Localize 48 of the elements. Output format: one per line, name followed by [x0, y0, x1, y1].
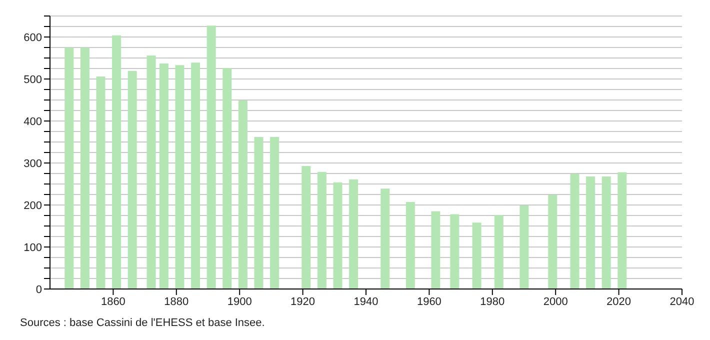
bar — [618, 172, 627, 289]
bar — [96, 76, 106, 289]
x-tick-label: 1900 — [227, 296, 252, 308]
bar — [175, 65, 184, 289]
y-tick-label: 400 — [24, 116, 42, 128]
bar — [570, 174, 580, 289]
bar — [80, 48, 90, 289]
bar — [270, 136, 280, 289]
y-tick-label: 300 — [24, 158, 42, 170]
bar — [406, 202, 415, 289]
bar — [254, 136, 264, 289]
x-tick-label: 1880 — [164, 296, 189, 308]
bar — [602, 176, 611, 289]
bar — [450, 214, 460, 289]
y-tick-label: 100 — [24, 242, 42, 254]
y-tick-label: 500 — [24, 74, 42, 86]
x-tick-label: 2000 — [543, 296, 568, 308]
bar — [191, 62, 200, 289]
x-tick-label: 2020 — [606, 296, 632, 308]
bar — [238, 100, 248, 289]
bar — [520, 205, 529, 289]
bar — [128, 71, 137, 289]
x-tick-label: 1940 — [354, 296, 378, 308]
y-tick-label: 200 — [24, 200, 42, 212]
bar — [112, 35, 122, 289]
x-tick-label: 2040 — [670, 296, 694, 308]
bar — [64, 48, 74, 289]
bar — [431, 211, 440, 289]
bar — [146, 55, 156, 289]
bar — [159, 63, 168, 289]
bar — [333, 182, 342, 289]
bar — [317, 172, 326, 289]
bar — [494, 215, 504, 289]
source-note: Sources : base Cassini de l'EHESS et base Insee. — [20, 317, 266, 329]
bar — [380, 188, 390, 289]
bar — [472, 222, 482, 289]
x-tick-label: 1980 — [480, 296, 505, 308]
bar — [222, 68, 232, 289]
bar — [586, 176, 596, 289]
x-tick-label: 1920 — [290, 296, 316, 308]
y-tick-label: 0 — [36, 284, 42, 296]
bar — [349, 179, 358, 289]
bar — [206, 26, 216, 289]
y-tick-label: 600 — [24, 32, 42, 44]
x-tick-label: 1960 — [416, 296, 442, 308]
bar — [302, 166, 311, 289]
bar — [548, 194, 558, 289]
x-tick-label: 1860 — [100, 296, 126, 308]
